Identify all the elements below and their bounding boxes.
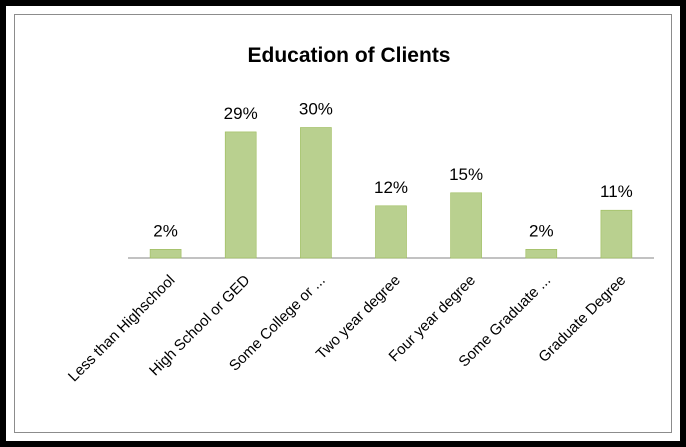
data-label: 2% xyxy=(529,221,554,240)
data-label: 11% xyxy=(600,182,633,201)
bar xyxy=(525,249,558,259)
chart-title: Education of Clients xyxy=(247,44,450,67)
data-label: 30% xyxy=(299,100,333,119)
data-label: 29% xyxy=(224,104,258,123)
bar xyxy=(300,127,332,259)
bar xyxy=(149,249,182,259)
data-labels-group: 2% 29% 30% 12% 15% 2% 11% xyxy=(153,100,632,241)
bar xyxy=(224,131,257,259)
bar xyxy=(450,192,482,259)
data-label: 15% xyxy=(449,165,483,184)
bar xyxy=(600,209,633,259)
chart-area xyxy=(14,14,672,433)
data-label: 2% xyxy=(153,221,178,240)
bars-group xyxy=(149,127,633,259)
data-label: 12% xyxy=(374,178,408,197)
bar xyxy=(375,205,407,259)
